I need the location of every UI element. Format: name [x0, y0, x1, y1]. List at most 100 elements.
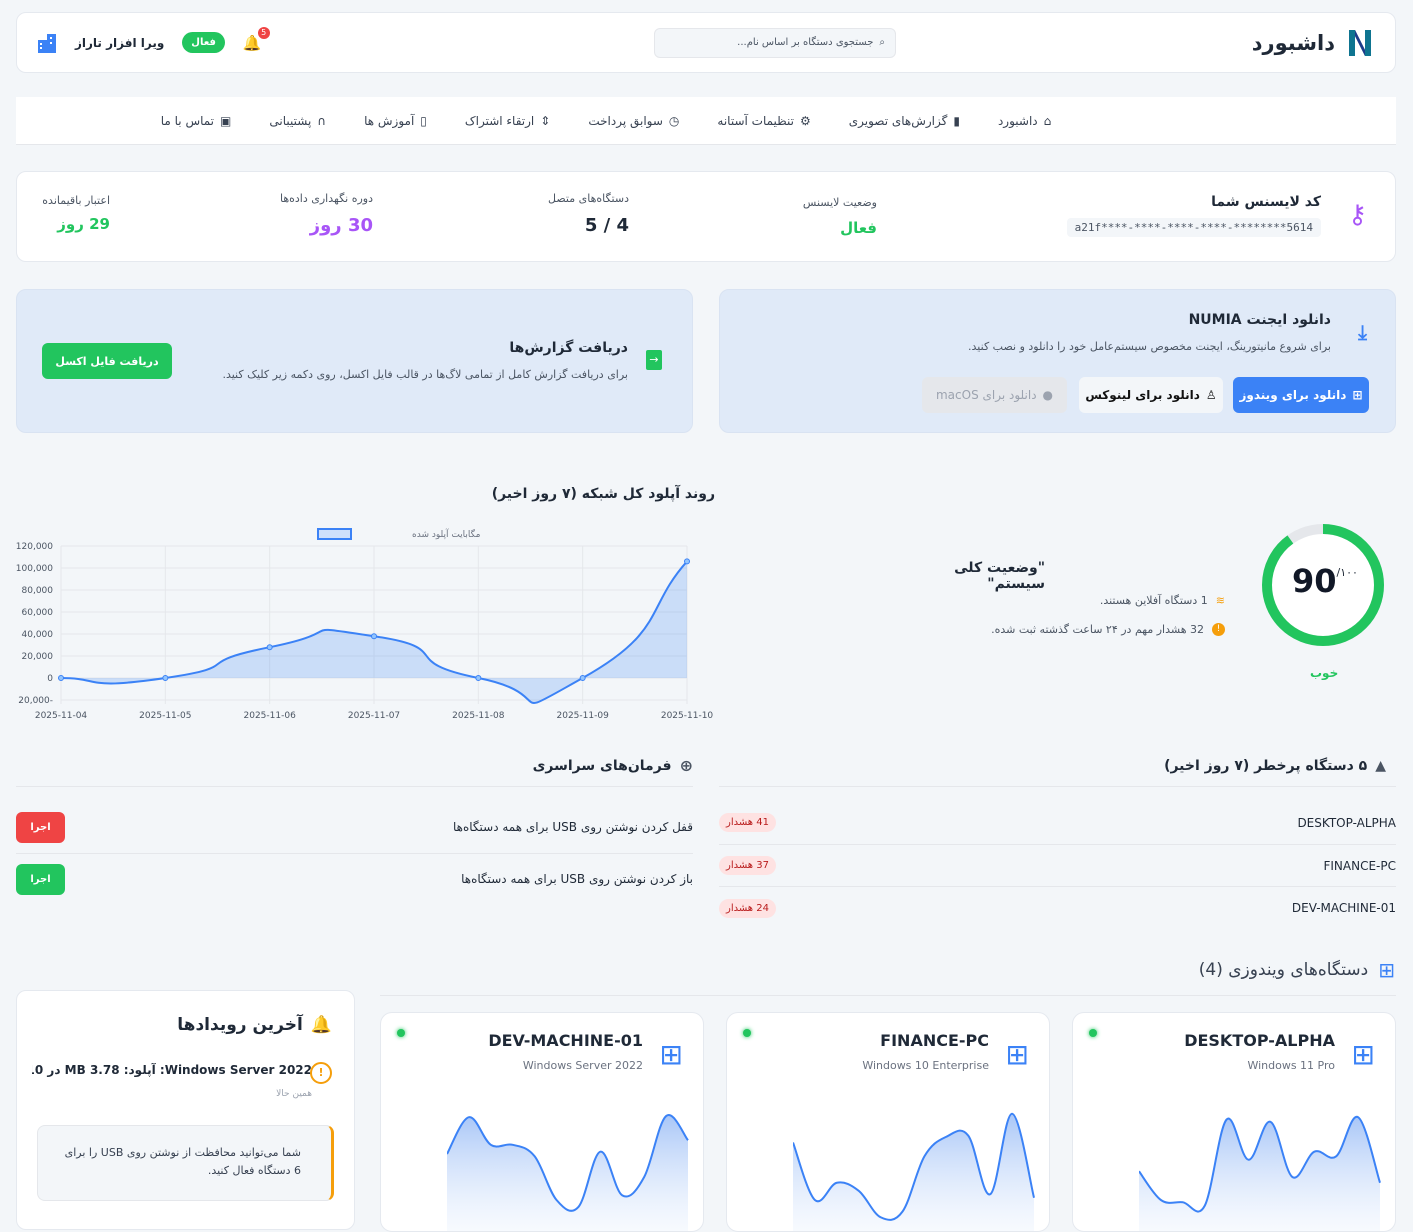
license-status-label: وضعیت لایسنس: [802, 196, 877, 209]
credit-value: 29 روز: [57, 215, 110, 233]
agent-download-card: ⤓ دانلود ایجنت NUMIA برای شروع مانیتورین…: [719, 289, 1396, 433]
score-max: /۱۰۰: [1336, 566, 1358, 579]
event-item[interactable]: Windows Server 2022: آپلود: 3.78 MB در 1…: [32, 1063, 332, 1077]
license-status-value: فعال: [840, 219, 877, 237]
event-alert-icon: !: [310, 1062, 332, 1084]
search-input[interactable]: ⌕ جستجوی دستگاه بر اساس نام...: [654, 27, 896, 58]
reports-title: دریافت گزارش‌ها: [509, 340, 628, 356]
risk-row[interactable]: DEV-MACHINE-01 24 هشدار: [719, 887, 1396, 929]
agent-title: دانلود ایجنت NUMIA: [1188, 312, 1331, 328]
nav-threshold-settings[interactable]: ⚙ تنظیمات آستانه: [717, 113, 811, 128]
score-gauge: [1262, 524, 1384, 646]
x-tick-label: 2025-11-10: [661, 711, 714, 721]
device-card[interactable]: ⊞ DESKTOP-ALPHA Windows 11 Pro: [1072, 1012, 1396, 1232]
alert-count-badge: 41 هشدار: [719, 813, 776, 832]
reports-card: → دریافت گزارش‌ها برای دریافت گزارش کامل…: [16, 289, 693, 433]
risk-row[interactable]: FINANCE-PC 37 هشدار: [719, 845, 1396, 887]
download-windows-button[interactable]: ⊞ دانلود برای ویندوز: [1233, 377, 1369, 413]
nav-tutorials[interactable]: ▯ آموزش ها: [364, 113, 427, 128]
command-label: قفل کردن نوشتن روی USB برای همه دستگاه‌ه…: [452, 820, 693, 834]
upload-trend-chart: 120,000 100,000 80,000 60,000 40,000 20,000 0 2…: [16, 528, 714, 721]
legend-label: مگابایت آپلود شده: [412, 528, 481, 540]
x-tick-label: 2025-11-05: [139, 711, 191, 721]
alerts-text: 32 هشدار مهم در ۲۴ ساعت گذشته ثبت شده.: [991, 623, 1204, 636]
score-value: 90: [1292, 562, 1337, 600]
device-sparkline: [447, 1114, 689, 1231]
device-os: Windows Server 2022: [522, 1059, 643, 1072]
y-tick-label: 20,000: [22, 652, 54, 662]
device-card[interactable]: ⊞ FINANCE-PC Windows 10 Enterprise: [726, 1012, 1050, 1232]
nav-dashboard[interactable]: ⌂ داشبورد: [997, 113, 1052, 128]
commands-title: فرمان‌های سراسری: [532, 757, 672, 774]
main-nav: ⌂ داشبورد ▮ گزارش‌های تصویری ⚙ تنظیمات آستا…: [16, 97, 1396, 145]
license-card: ⚷ کد لایسنس شما a21f****-****-****-****-…: [16, 171, 1396, 262]
bell-icon: 🔔: [310, 1015, 332, 1035]
device-card[interactable]: ⊞ DEV-MACHINE-01 Windows Server 2022: [380, 1012, 704, 1232]
x-tick-label: 2025-11-07: [348, 711, 400, 721]
reports-desc: برای دریافت گزارش کامل از تمامی لاگ‌ها د…: [222, 368, 628, 381]
windows-icon: ⊞: [1005, 1038, 1029, 1071]
download-macos-button[interactable]: ● دانلود برای macOS: [922, 377, 1067, 413]
device-os: Windows 10 Enterprise: [862, 1059, 989, 1072]
nav-contact[interactable]: ▣ تماس با ما: [160, 113, 232, 128]
data-point: [684, 558, 690, 565]
wifi-off-icon: ≋: [1215, 594, 1225, 607]
license-code[interactable]: a21f****-****-****-****-********5614: [1066, 218, 1321, 237]
contact-icon: ▣: [220, 113, 232, 128]
nav-visual-reports[interactable]: ▮ گزارش‌های تصویری: [848, 113, 960, 128]
y-tick-label: 80,000: [22, 586, 54, 596]
alert-count-badge: 24 هشدار: [719, 898, 776, 918]
risk-row[interactable]: DESKTOP-ALPHA 41 هشدار: [719, 801, 1396, 845]
device-name: FINANCE-PC: [1323, 858, 1396, 873]
risky-devices: ▲ ۵ دستگاه پرخطر (۷ روز اخیر) DESKTOP-ALP…: [719, 745, 1396, 929]
devices-value: 5 / 4: [584, 215, 629, 236]
search-icon: ⌕: [879, 37, 885, 48]
warning-icon: ▲: [1375, 757, 1386, 774]
alert-icon: !: [1212, 623, 1225, 636]
download-linux-button[interactable]: ♙ دانلود برای لینوکس: [1079, 377, 1223, 413]
online-dot: [1089, 1029, 1097, 1037]
events-title: آخرین رویدادها: [177, 1015, 303, 1035]
key-icon: ⚷: [1347, 200, 1367, 230]
alert-count-badge: 37 هشدار: [719, 856, 776, 875]
legend-swatch: [317, 528, 352, 540]
bell-icon: 🔔: [242, 34, 262, 52]
building-icon: [38, 33, 56, 53]
nav-support[interactable]: ∩ پشتیبانی: [269, 113, 327, 128]
data-point: [58, 675, 64, 681]
series-area: [61, 561, 687, 703]
sparkline-area: [793, 1113, 1034, 1231]
download-excel-button[interactable]: دریافت فایل اکسل: [42, 343, 172, 379]
system-title: "وضعیت کلی سیستم": [954, 560, 1045, 592]
nav-payment-history[interactable]: ◷ سوابق پرداخت: [588, 113, 680, 128]
device-name: DESKTOP-ALPHA: [1184, 1031, 1335, 1050]
apple-icon: ●: [1042, 388, 1054, 402]
top-header: داشبورد ⌕ جستجوی دستگاه بر اساس نام... 🔔…: [16, 12, 1396, 73]
x-tick-label: 2025-11-06: [244, 711, 297, 721]
page-title: داشبورد: [1251, 30, 1335, 55]
notification-count: 5: [257, 27, 270, 39]
run-unlock-usb-button[interactable]: اجرا: [16, 864, 65, 895]
history-icon: ◷: [668, 113, 680, 128]
excel-file-icon: →: [646, 350, 662, 370]
sparkline-line: [447, 1114, 689, 1212]
sparkline-line: [793, 1112, 1035, 1221]
system-status: 90 /۱۰۰ خوب "وضعیت کلی سیستم" ≋ 1 دستگاه …: [900, 520, 1400, 690]
retention-label: دوره نگهداری داده‌ها: [279, 192, 373, 205]
data-point: [371, 633, 377, 640]
device-name: DEV-MACHINE-01: [1291, 901, 1396, 915]
event-time: همین حالا: [276, 1089, 312, 1099]
logo-icon: [1349, 29, 1371, 56]
y-tick-label: 40,000: [22, 630, 54, 640]
run-lock-usb-button[interactable]: اجرا: [16, 812, 65, 843]
bar-chart-icon: ▮: [953, 113, 960, 128]
risk-title: ۵ دستگاه پرخطر (۷ روز اخیر): [1164, 757, 1368, 774]
notification-button[interactable]: 🔔 5: [242, 27, 270, 52]
chart-title: روند آپلود کل شبکه (۷ روز اخیر): [491, 486, 715, 502]
device-sparkline: [1139, 1116, 1381, 1231]
windows-icon: ⊞: [1351, 1038, 1375, 1071]
y-tick-label: 0: [47, 674, 53, 684]
global-commands: ⊕ فرمان‌های سراسری قفل کردن نوشتن روی USB…: [16, 745, 693, 904]
retention-value: 30 روز: [309, 215, 373, 236]
nav-upgrade[interactable]: ⇕ ارتقاء اشتراک: [464, 113, 551, 128]
